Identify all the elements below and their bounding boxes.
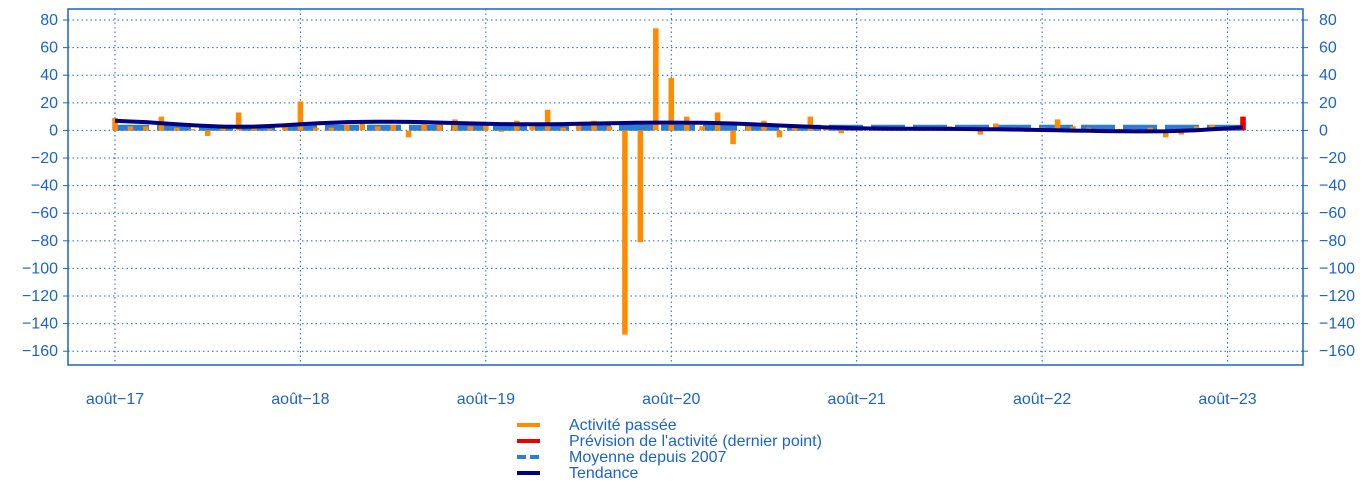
bar-activity (127, 126, 134, 131)
x-tick-label: août−23 (1198, 391, 1256, 408)
bar-series (112, 28, 1246, 335)
bar-activity (1070, 126, 1076, 131)
bar-activity (544, 109, 551, 131)
y-tick-label-right: 0 (1319, 122, 1328, 139)
bar-activity (977, 130, 984, 135)
bar-activity (313, 127, 319, 131)
bar-activity (498, 130, 505, 132)
bar-activity (297, 101, 304, 131)
bar-activity (792, 127, 798, 131)
bar-activity (575, 123, 582, 131)
bar-activity (390, 124, 396, 131)
bar-activity (992, 123, 999, 131)
trend-series (114, 118, 1244, 134)
legend-label: Activité passée (569, 417, 677, 434)
x-tick-label: août−21 (828, 391, 886, 408)
bar-activity (174, 127, 180, 131)
bar-activity (637, 130, 644, 243)
bar-activity (467, 126, 474, 131)
plot-frame (67, 8, 1304, 366)
bar-activity (421, 123, 427, 131)
bar-activity (359, 123, 366, 131)
y-tick-label-left: −160 (22, 343, 58, 360)
bar-activity (374, 126, 381, 131)
bar-activity (838, 130, 845, 134)
x-tick-label: août−22 (1013, 391, 1071, 408)
y-tick-label-left: −140 (22, 316, 58, 333)
bar-activity (807, 116, 814, 131)
y-tick-label-left: −120 (22, 288, 58, 305)
grid (68, 9, 1303, 365)
bar-activity (328, 127, 335, 131)
y-tick-label-left: 0 (49, 122, 58, 139)
bar-activity (483, 124, 489, 131)
bar-activity (606, 126, 613, 131)
y-tick-label-left: −60 (31, 205, 58, 222)
bar-activity (343, 124, 350, 131)
y-tick-label-right: −60 (1319, 205, 1346, 222)
bar-activity (730, 130, 736, 145)
bar-activity (591, 120, 597, 131)
y-tick-label-left: −100 (22, 260, 58, 277)
legend-label: Tendance (569, 465, 638, 482)
y-tick-label-left: 60 (40, 40, 58, 57)
x-tick-label: août−17 (86, 391, 144, 408)
bar-activity (745, 126, 752, 131)
y-tick-label-right: 60 (1319, 40, 1337, 57)
bar-activity (204, 130, 211, 136)
y-tick-label-left: 40 (40, 67, 58, 84)
y-tick-label-left: −40 (31, 178, 58, 195)
y-tick-label-left: −80 (31, 233, 58, 250)
x-tick-label: août−20 (642, 391, 700, 408)
y-tick-label-right: −140 (1319, 316, 1355, 333)
bar-activity (266, 129, 273, 131)
y-tick-label-right: −100 (1319, 260, 1355, 277)
y-tick-label-right: 80 (1319, 12, 1337, 29)
y-tick-label-right: −40 (1319, 178, 1346, 195)
y-tick-label-right: −120 (1319, 288, 1355, 305)
x-tick-label: août−19 (457, 391, 515, 408)
bar-activity (699, 126, 705, 131)
y-tick-label-right: 20 (1319, 95, 1337, 112)
trend-line (114, 118, 1244, 134)
bar-activity (143, 126, 149, 131)
bar-activity (1162, 130, 1169, 138)
y-tick-label-left: −20 (31, 150, 58, 167)
bar-activity (436, 120, 443, 131)
bar-activity (282, 126, 288, 131)
y-tick-label-right: −20 (1319, 150, 1346, 167)
bar-activity (405, 130, 412, 138)
bar-activity (776, 130, 783, 138)
y-tick-label-left: 20 (40, 95, 58, 112)
y-tick-label-right: −80 (1319, 233, 1346, 250)
bar-activity (1054, 119, 1061, 131)
bar-forecast (1240, 116, 1246, 131)
bar-activity (560, 127, 566, 131)
y-tick-label-right: 40 (1319, 67, 1337, 84)
bar-activity (653, 28, 659, 131)
bar-activity (220, 127, 226, 131)
bar-activity (529, 126, 535, 131)
bar-activity (251, 127, 257, 131)
bar-activity (668, 77, 675, 131)
bar-activity (112, 118, 118, 131)
axes: 80 80 60 60 40 40 20 20 0 0 −20 −20 −40 −40 −60 −60 −80 −… (22, 12, 1355, 408)
bar-activity (1147, 127, 1154, 131)
y-tick-label-left: 80 (40, 12, 58, 29)
x-tick-label: août−18 (271, 391, 329, 408)
legend-label: Moyenne depuis 2007 (569, 449, 727, 466)
bar-activity (235, 112, 242, 131)
legend-label: Prévision de l'activité (dernier point) (569, 433, 822, 450)
y-tick-label-right: −160 (1319, 343, 1355, 360)
bar-activity (189, 129, 196, 131)
bar-activity (622, 130, 628, 335)
